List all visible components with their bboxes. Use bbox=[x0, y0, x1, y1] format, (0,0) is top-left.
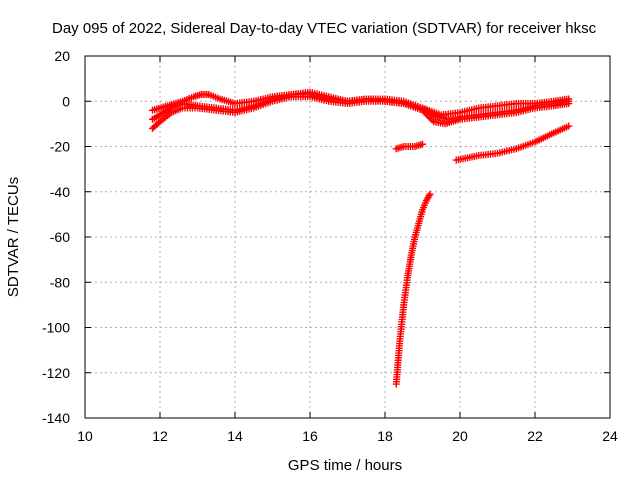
y-tick-label: 20 bbox=[54, 48, 70, 64]
y-tick-label: -60 bbox=[50, 229, 70, 245]
x-tick-label: 14 bbox=[227, 428, 243, 444]
y-tick-label: -100 bbox=[42, 320, 70, 336]
x-tick-label: 24 bbox=[602, 428, 618, 444]
y-tick-label: -20 bbox=[50, 139, 70, 155]
x-tick-label: 20 bbox=[452, 428, 468, 444]
data-point bbox=[427, 114, 435, 122]
data-points bbox=[149, 88, 573, 388]
x-tick-label: 18 bbox=[377, 428, 393, 444]
y-tick-label: -80 bbox=[50, 274, 70, 290]
data-point bbox=[565, 100, 573, 108]
data-point bbox=[422, 110, 430, 118]
y-tick-label: -140 bbox=[42, 410, 70, 426]
data-point bbox=[420, 108, 428, 116]
x-tick-label: 22 bbox=[527, 428, 543, 444]
y-tick-label: 0 bbox=[62, 93, 70, 109]
data-point bbox=[425, 113, 433, 121]
data-point bbox=[426, 190, 434, 198]
series-offset-segment bbox=[392, 140, 426, 153]
data-point bbox=[419, 140, 426, 148]
series-track-lower bbox=[149, 93, 573, 132]
y-axis-label: SDTVAR / TECUs bbox=[5, 177, 22, 297]
data-point bbox=[428, 116, 436, 124]
x-tick-label: 16 bbox=[302, 428, 318, 444]
x-tick-label: 10 bbox=[77, 428, 93, 444]
x-tick-label: 12 bbox=[152, 428, 168, 444]
data-point bbox=[419, 106, 426, 114]
series-drop-segment bbox=[392, 190, 434, 388]
x-axis-label: GPS time / hours bbox=[288, 457, 402, 474]
y-tick-label: -40 bbox=[50, 184, 70, 200]
chart-title: Day 095 of 2022, Sidereal Day-to-day VTE… bbox=[52, 20, 597, 37]
data-point bbox=[565, 122, 573, 130]
data-point bbox=[423, 111, 431, 119]
axis-ticks: 10 12 14 16 18 20 22 24 20 0 -20 -40 -60 -80 -100 -120 -… bbox=[42, 48, 618, 444]
y-tick-label: -120 bbox=[42, 365, 70, 381]
series-recovery-segment bbox=[452, 122, 573, 164]
